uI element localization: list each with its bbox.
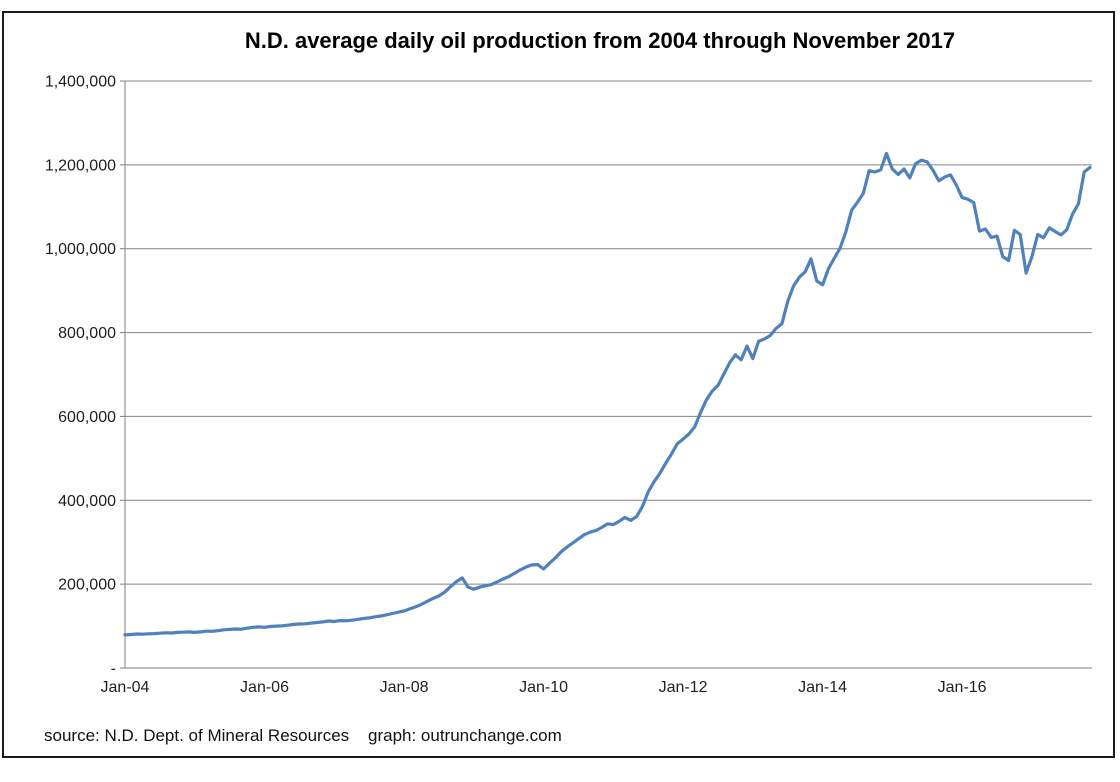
chart-frame: [2, 11, 1115, 758]
x-tick-label: Jan-10: [519, 679, 568, 696]
x-tick-label: Jan-16: [938, 679, 987, 696]
x-tick-label: Jan-06: [240, 679, 289, 696]
y-tick-label: 1,200,000: [45, 157, 116, 174]
x-tick-labels-group: Jan-04 Jan-06 Jan-08 Jan-10 Jan-12 Jan-14 Jan-…: [101, 679, 987, 696]
x-tick-label: Jan-08: [380, 679, 429, 696]
y-tick-label: -: [111, 661, 116, 678]
y-tick-label: 800,000: [58, 325, 116, 342]
x-tick-label: Jan-04: [101, 679, 150, 696]
y-tick-label: 1,400,000: [45, 74, 116, 91]
axes-group: [124, 81, 1092, 669]
y-tick-label: 600,000: [58, 409, 116, 426]
x-tick-label: Jan-14: [798, 679, 847, 696]
y-tick-label: 1,000,000: [45, 241, 116, 258]
y-tick-label: 200,000: [58, 577, 116, 594]
y-tick-label: 400,000: [58, 493, 116, 510]
production-line-series: [123, 151, 1092, 637]
source-label: source: N.D. Dept. of Mineral Resources: [44, 726, 349, 745]
graph-credit-label: graph: outrunchange.com: [368, 726, 562, 745]
chart-title: N.D. average daily oil production from 2…: [245, 28, 955, 53]
gridlines-group: [125, 80, 1092, 585]
y-tick-labels-group: - 200,000 400,000 600,000 800,000 1,000,000 1,…: [45, 74, 116, 678]
x-tick-label: Jan-12: [659, 679, 708, 696]
y-ticks-group: [120, 80, 125, 669]
